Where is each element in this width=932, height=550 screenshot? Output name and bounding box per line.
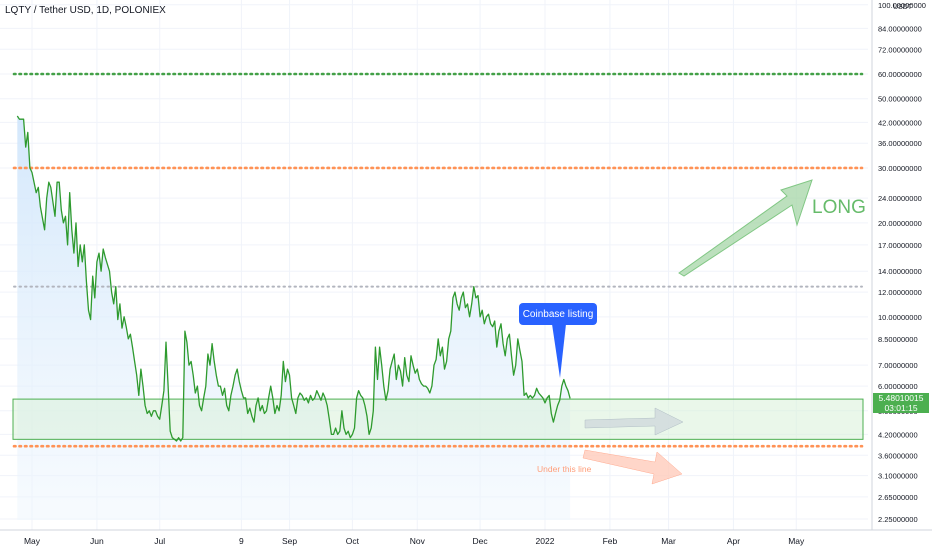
callout-pointer — [552, 324, 566, 378]
y-tick-label: 42.00000000 — [878, 118, 922, 127]
chart-annotation-labels: LONG Under this line — [537, 197, 866, 474]
y-tick-label: 6.00000000 — [878, 382, 918, 391]
y-tick-label: 8.50000000 — [878, 335, 918, 344]
x-tick-label: Sep — [282, 536, 297, 546]
support-zone — [12, 398, 864, 440]
down-arrow — [582, 449, 683, 485]
x-tick-label: Feb — [603, 536, 618, 546]
y-tick-label: 3.60000000 — [878, 451, 918, 460]
y-tick-label: 60.00000000 — [878, 70, 922, 79]
y-tick-label: 3.10000000 — [878, 472, 918, 481]
price-line-layer — [16, 115, 571, 442]
y-tick-label: 20.00000000 — [878, 219, 922, 228]
y-tick-label: 100.00000000 — [878, 1, 926, 10]
y-tick-label: 84.00000000 — [878, 24, 922, 33]
drawing-arrows — [552, 179, 813, 485]
y-tick-label: 2.25000000 — [878, 515, 918, 524]
y-tick-label: 12.00000000 — [878, 288, 922, 297]
y-tick-label: 7.00000000 — [878, 361, 918, 370]
x-tick-label: May — [788, 536, 805, 546]
price-unit-label: USDT — [893, 4, 913, 11]
y-tick-label: 24.00000000 — [878, 194, 922, 203]
current-price-value: 5.48010015 — [878, 393, 924, 403]
y-tick-label: 14.00000000 — [878, 267, 922, 276]
y-tick-label: 2.65000000 — [878, 493, 918, 502]
coinbase-listing-callout[interactable]: Coinbase listing — [519, 303, 597, 325]
neutral-arrow — [584, 407, 684, 436]
x-tick-label: 9 — [239, 536, 244, 546]
x-tick-label: May — [24, 536, 41, 546]
y-tick-label: 36.00000000 — [878, 139, 922, 148]
y-tick-label: 30.00000000 — [878, 164, 922, 173]
x-tick-label: Jun — [90, 536, 104, 546]
y-tick-label: 17.00000000 — [878, 241, 922, 250]
chart-grid — [0, 0, 868, 530]
horizontal-levels — [12, 72, 864, 448]
chart-title: LQTY / Tether USD, 1D, POLONIEX — [5, 5, 166, 16]
x-tick-label: Jul — [154, 536, 165, 546]
y-tick-label: 50.00000000 — [878, 95, 922, 104]
x-tick-label: Dec — [473, 536, 489, 546]
x-tick-label: 2022 — [536, 536, 555, 546]
support-zone-layer — [12, 398, 864, 440]
price-area — [17, 116, 571, 520]
under-line-label: Under this line — [537, 464, 592, 474]
y-tick-label: 10.00000000 — [878, 313, 922, 322]
price-area-layer — [17, 116, 571, 520]
long-arrow — [678, 179, 813, 277]
long-label: LONG — [812, 197, 866, 218]
x-tick-label: Nov — [410, 536, 426, 546]
x-tick-label: Apr — [727, 536, 740, 546]
current-price-badge: 5.48010015 03:01:15 — [873, 393, 929, 413]
price-line — [16, 115, 571, 442]
current-price-countdown: 03:01:15 — [884, 403, 918, 413]
x-tick-label: Mar — [661, 536, 676, 546]
x-tick-label: Oct — [346, 536, 360, 546]
y-tick-label: 72.00000000 — [878, 45, 922, 54]
y-tick-label: 4.20000000 — [878, 430, 918, 439]
